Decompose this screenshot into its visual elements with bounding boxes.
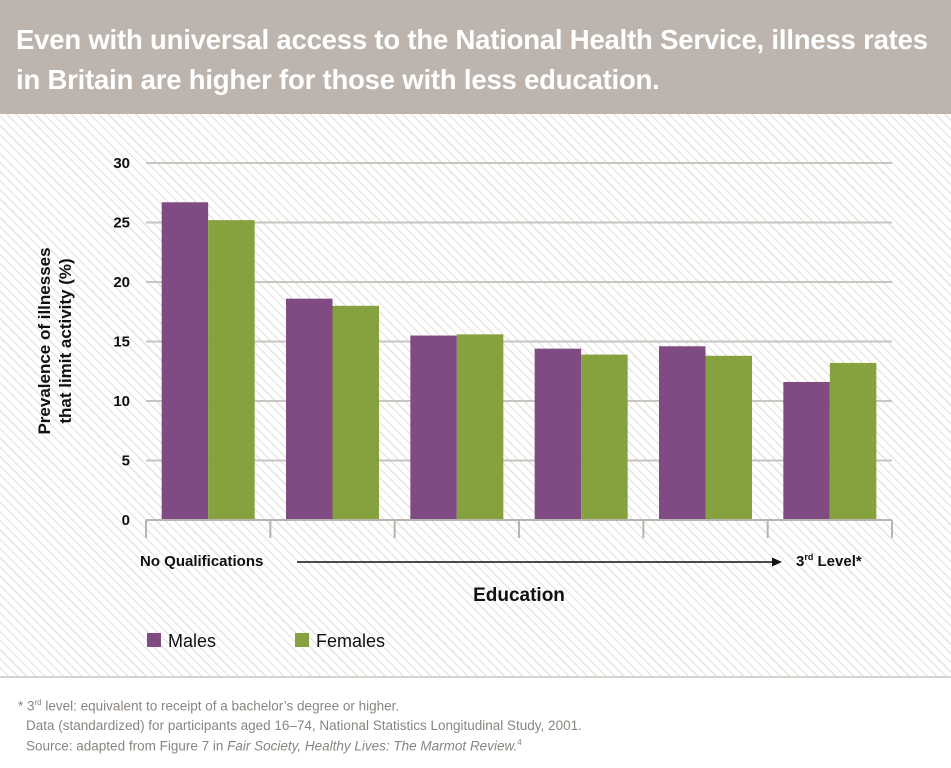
bar-females-4 [581, 354, 628, 520]
footnote-third-level: * 3rd level: equivalent to receipt of a … [18, 698, 400, 714]
bar-females-3 [456, 334, 504, 520]
y-tick-label: 30 [113, 155, 130, 172]
y-tick-label: 15 [113, 334, 130, 351]
y-axis-label-line1: Prevalence of illnesses [35, 247, 54, 434]
chart-title: Even with universal access to the Nation… [16, 24, 928, 95]
y-tick-label: 5 [122, 453, 130, 470]
bar-females-1 [208, 220, 255, 520]
gridlines [146, 162, 892, 462]
header-banner: Even with universal access to the Nation… [0, 0, 951, 114]
y-tick-labels: 0 5 10 15 20 25 30 [113, 155, 130, 529]
bar-males-2 [286, 298, 333, 520]
bar-females-6 [829, 362, 877, 520]
x-annotation-left-label: No Qualifications [140, 553, 263, 570]
arrowhead-icon [772, 557, 782, 567]
footer-divider [0, 676, 951, 678]
bars [161, 202, 877, 520]
bar-females-5 [705, 355, 752, 520]
legend: Males Females [147, 631, 385, 651]
bar-males-1 [161, 202, 209, 520]
y-tick-label: 0 [122, 512, 130, 529]
bar-males-4 [534, 348, 582, 520]
bar-females-2 [332, 305, 379, 520]
y-tick-label: 25 [113, 215, 130, 232]
legend-label-males: Males [168, 631, 216, 651]
legend-label-females: Females [316, 631, 385, 651]
x-annotation-right-label: 3rd Level* [796, 552, 862, 570]
legend-swatch-males [147, 633, 161, 647]
footnote-citation: Source: adapted from Figure 7 in Fair So… [26, 738, 522, 754]
legend-swatch-females [295, 633, 309, 647]
y-axis-label-line2: that limit activity (%) [56, 258, 75, 423]
footer: * 3rd level: equivalent to receipt of a … [0, 678, 951, 768]
footnote-data-source: Data (standardized) for participants age… [26, 718, 582, 733]
x-axis-label: Education [473, 585, 565, 606]
bar-males-5 [659, 346, 706, 520]
y-tick-label: 10 [113, 393, 130, 410]
y-tick-label: 20 [113, 274, 130, 291]
bar-males-6 [783, 381, 830, 520]
x-axis [145, 519, 893, 538]
bar-males-3 [410, 335, 457, 520]
